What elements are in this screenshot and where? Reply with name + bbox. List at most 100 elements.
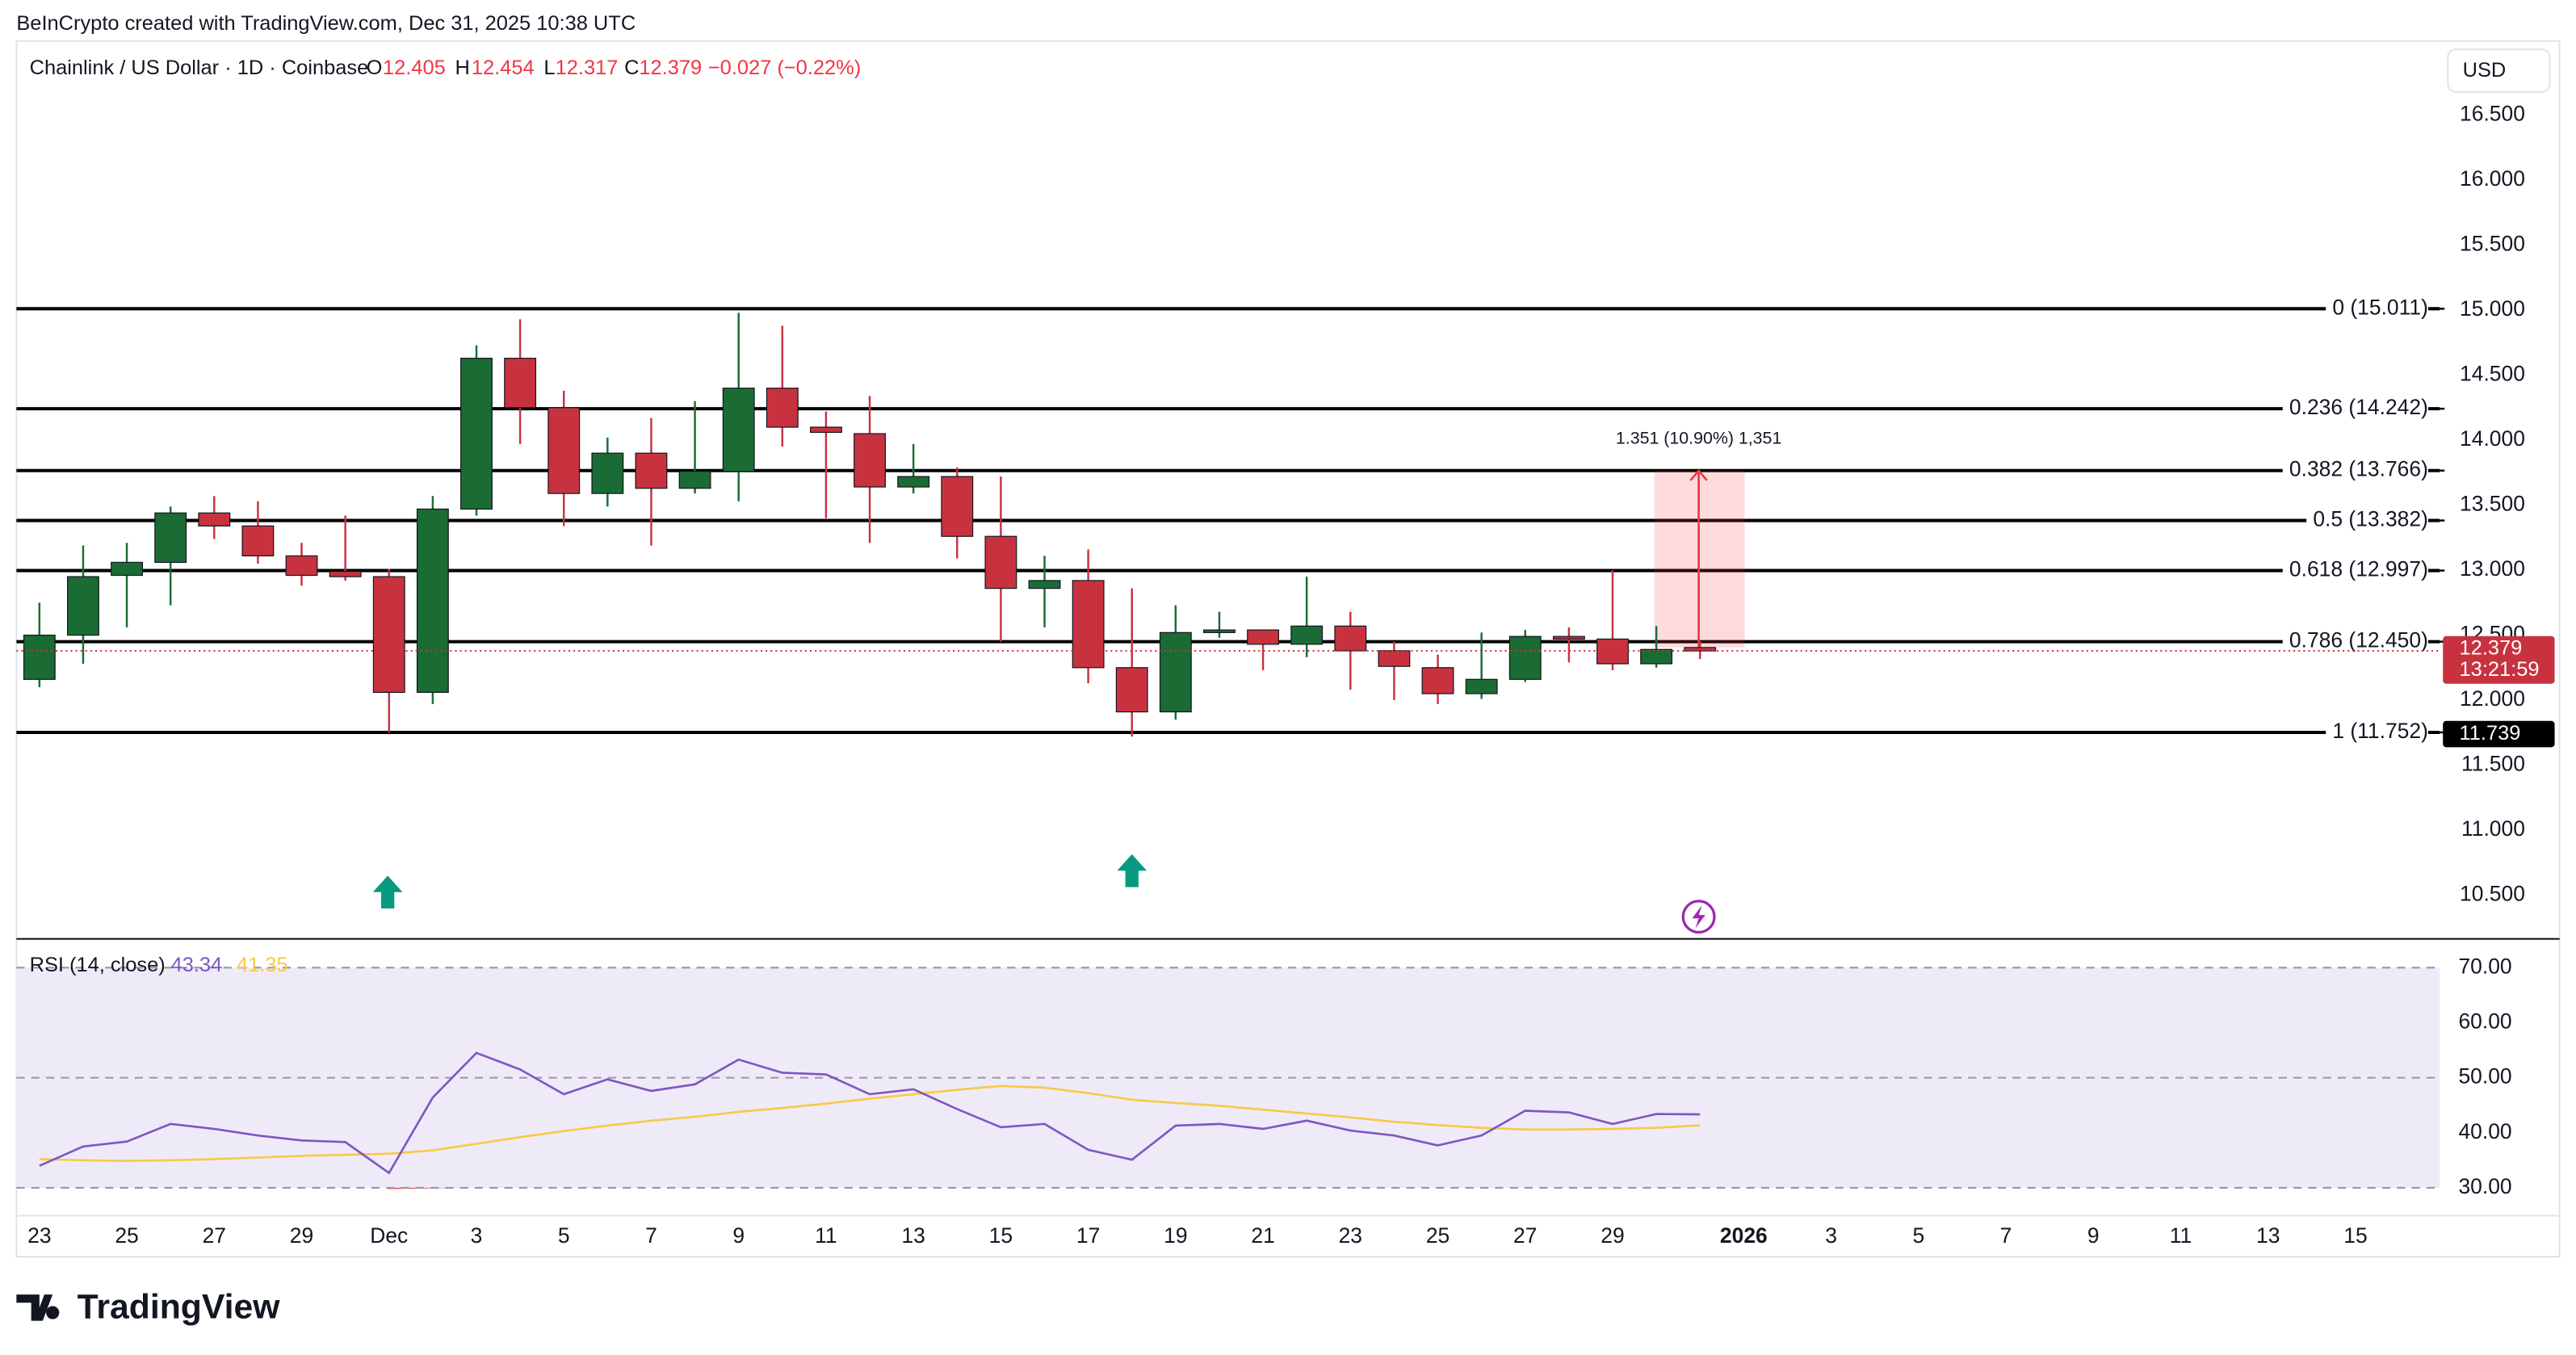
fib-label: 0.618 (12.997)	[2289, 557, 2428, 581]
candle-body	[198, 512, 231, 526]
candle-body	[372, 576, 405, 694]
candle-body	[111, 561, 144, 577]
fib-label-bg	[2326, 296, 2428, 322]
close-value: 12.379	[639, 57, 702, 79]
y-tick-label: 15.500	[2460, 232, 2525, 256]
y-tick-label: 11.000	[2461, 816, 2525, 841]
x-tick-label: 23	[1339, 1223, 1362, 1248]
open-value: 12.405	[383, 57, 446, 79]
y-tick-label: 13.500	[2460, 492, 2525, 516]
x-tick-label: 7	[645, 1223, 657, 1248]
candle-body	[1247, 629, 1280, 645]
candle-body	[1072, 580, 1105, 669]
candle-body	[285, 555, 318, 577]
candle-body	[1640, 648, 1673, 665]
x-tick-label: 19	[1164, 1223, 1187, 1248]
fib-label: 1 (11.752)	[2332, 719, 2428, 743]
y-tick-label: 12.000	[2460, 686, 2525, 711]
fib-label: 0.5 (13.382)	[2313, 507, 2428, 531]
x-tick-label: 29	[290, 1223, 313, 1248]
price-marker-value: 11.739	[2460, 722, 2521, 745]
chart-frame	[15, 40, 2561, 1258]
candle-body	[591, 452, 624, 494]
candle-body	[1290, 625, 1324, 645]
change: −0.027 (−0.22%)	[708, 57, 861, 79]
x-tick-label: 9	[732, 1223, 745, 1248]
event-icon	[1681, 900, 1716, 934]
x-tick-label: 7	[2000, 1223, 2012, 1248]
fib-label-bg	[2326, 719, 2428, 746]
symbol: Chainlink / US Dollar · 1D · Coinbase	[30, 57, 369, 79]
candle-body	[766, 388, 799, 428]
candle-body	[1684, 647, 1717, 652]
x-tick-label: 11	[2170, 1223, 2192, 1248]
rsi-tick-label: 50.00	[2458, 1064, 2511, 1089]
x-tick-label: 9	[2087, 1223, 2100, 1248]
x-tick-label: 3	[471, 1223, 483, 1248]
x-tick-label: 5	[558, 1223, 570, 1248]
price-marker-badge	[2443, 720, 2555, 748]
candle-body	[1508, 636, 1542, 680]
rsi-tick-label: 70.00	[2458, 954, 2511, 978]
fib-label: 0 (15.011)	[2332, 295, 2428, 319]
candle-body	[854, 433, 886, 488]
y-tick-label: 14.500	[2460, 362, 2525, 386]
candle-body	[1115, 667, 1148, 713]
candle-body	[504, 358, 537, 409]
y-tick-label: 16.500	[2460, 102, 2525, 126]
fib-label-bg	[2282, 395, 2428, 422]
candle-body	[1028, 580, 1061, 589]
high-label: H	[455, 57, 470, 79]
fib-label-bg	[2282, 457, 2428, 485]
x-tick-label: 27	[1513, 1223, 1537, 1248]
x-tick-label: 15	[2343, 1223, 2367, 1248]
low-label: L	[543, 57, 555, 79]
price-countdown: 13:21:59	[2460, 658, 2540, 681]
candle-body	[1378, 650, 1411, 667]
candle-body	[548, 407, 581, 494]
candle-body	[1203, 629, 1236, 633]
fib-label-bg	[2306, 507, 2428, 534]
rsi-title: RSI (14, close)	[30, 954, 166, 976]
candle-body	[722, 388, 755, 472]
currency: USD	[2463, 59, 2507, 82]
candle-body	[1465, 678, 1498, 694]
brand: TradingView	[78, 1288, 281, 1327]
candle-body	[1596, 638, 1629, 665]
price-badge-value: 12.379	[2460, 637, 2523, 660]
measure-label: 1.351 (10.90%) 1,351	[1616, 429, 1781, 448]
high-value: 12.454	[472, 57, 535, 79]
rsi-tick-label: 60.00	[2458, 1009, 2511, 1033]
close-label: C	[624, 57, 639, 79]
y-tick-label: 11.500	[2461, 752, 2525, 776]
candle-body	[635, 452, 668, 489]
legend-value: 41.35	[237, 954, 288, 976]
candle-body	[678, 471, 711, 489]
x-tick-label: 25	[1426, 1223, 1450, 1248]
x-tick-label: Dec	[370, 1223, 408, 1248]
y-tick-label: 15.000	[2460, 296, 2525, 321]
candle-body	[241, 525, 275, 556]
price-badge	[2443, 636, 2555, 684]
fib-label: 0.382 (13.766)	[2289, 457, 2428, 481]
rsi-tick-label: 40.00	[2458, 1119, 2511, 1143]
fib-label-bg	[2282, 628, 2428, 655]
candle-body	[984, 535, 1017, 589]
candle-body	[329, 571, 362, 577]
legend-value: 43.34	[171, 954, 223, 976]
x-tick-label: 3	[1825, 1223, 1837, 1248]
candle-body	[1421, 667, 1454, 694]
candle-body	[1552, 636, 1585, 640]
x-tick-label: 17	[1076, 1223, 1100, 1248]
currency-button[interactable]	[2447, 48, 2551, 93]
rsi-line	[39, 1084, 1701, 1162]
measure-arrowhead	[1689, 468, 1708, 481]
y-tick-label: 10.500	[2460, 882, 2525, 906]
candle-body	[460, 358, 493, 510]
x-tick-label: 21	[1251, 1223, 1274, 1248]
fib-label: 0.786 (12.450)	[2289, 628, 2428, 652]
candle-body	[1159, 631, 1192, 713]
open-label: O	[367, 57, 383, 79]
rsi-tick-label: 30.00	[2458, 1174, 2511, 1198]
